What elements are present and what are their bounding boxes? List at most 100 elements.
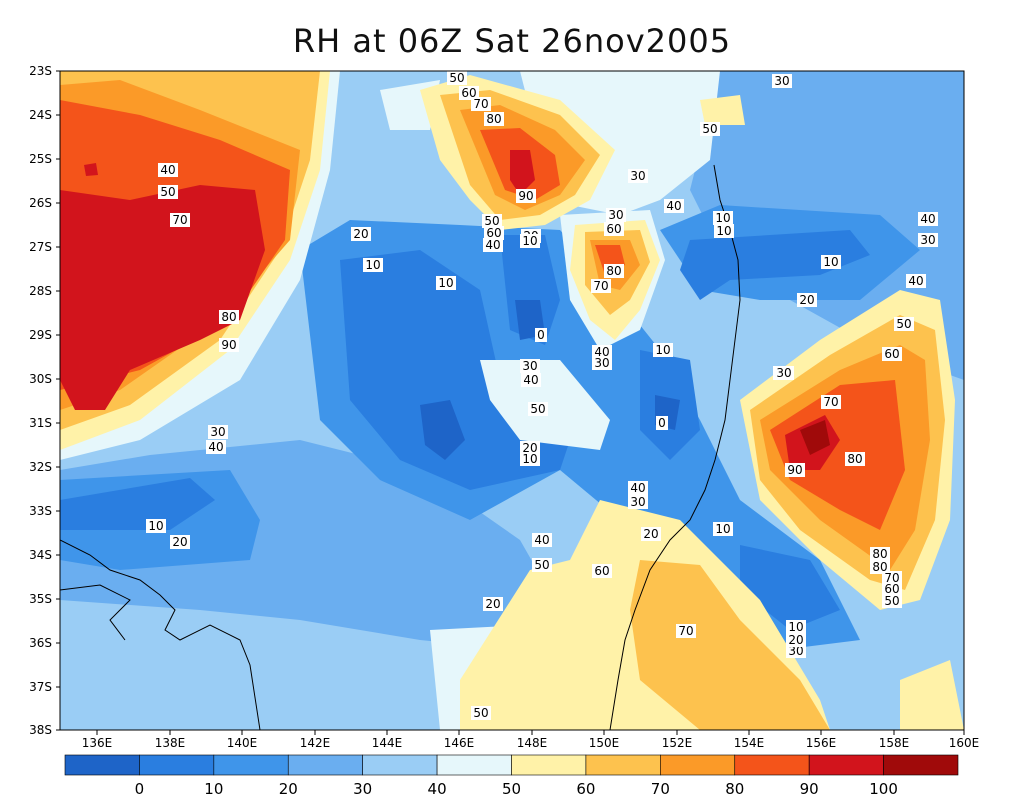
colorbar-swatch: [362, 754, 438, 776]
contour-label-bg: [821, 395, 841, 409]
contour-label-text: 50: [449, 71, 464, 85]
contour-label-bg: [146, 519, 166, 533]
contour-label-text: 30: [776, 366, 791, 380]
region-band-90: [510, 150, 535, 195]
contour-label-text: 0: [658, 416, 666, 430]
contour-label-bg: [714, 224, 734, 238]
contour-label: 20: [786, 633, 806, 647]
contour-label: 80: [484, 112, 504, 126]
contour-label: 50: [447, 71, 467, 85]
contour-label-bg: [628, 495, 648, 509]
contour-label-text: 30: [788, 644, 803, 658]
contour-label: 20: [351, 227, 371, 241]
lon-label: 152E: [662, 736, 693, 750]
coastline-path: [60, 584, 131, 641]
contour-label-text: 40: [920, 212, 935, 226]
contour-label-text: 30: [608, 208, 623, 222]
contour-label-bg: [520, 441, 540, 455]
region-band-90: [84, 163, 98, 176]
contour-label-bg: [532, 558, 552, 572]
contour-label-text: 30: [920, 233, 935, 247]
contour-label: 40: [206, 440, 226, 454]
contour-label: 70: [471, 97, 491, 111]
contour-label: 40: [592, 345, 612, 359]
contour-label-text: 70: [172, 213, 187, 227]
contour-label-text: 40: [208, 440, 223, 454]
contour-label-text: 40: [160, 163, 175, 177]
contour-label: 60: [459, 86, 479, 100]
coastline: [60, 164, 741, 730]
contour-label-bg: [520, 452, 540, 466]
contour-label-bg: [786, 620, 806, 634]
contour-label-text: 10: [716, 224, 731, 238]
lat-label: 33S: [29, 504, 52, 518]
contour-label-text: 80: [486, 112, 501, 126]
colorbar-swatch: [511, 754, 587, 776]
contour-label-bg: [821, 255, 841, 269]
contour-label-text: 70: [593, 279, 608, 293]
contour-label: 50: [894, 317, 914, 331]
lon-label: 136E: [82, 736, 113, 750]
contour-label: 90: [219, 338, 239, 352]
contour-label-text: 50: [484, 214, 499, 228]
contour-label: 10: [363, 258, 383, 272]
lat-label: 36S: [29, 636, 52, 650]
contour-label-bg: [894, 317, 914, 331]
contour-label-text: 40: [485, 238, 500, 252]
contour-label-text: 40: [594, 345, 609, 359]
contour-label: 80: [604, 264, 624, 278]
contour-label: 10: [653, 343, 673, 357]
region-band-80: [770, 380, 905, 530]
contour-label-bg: [656, 416, 668, 430]
contour-label-bg: [532, 533, 552, 547]
contour-label-text: 20: [643, 527, 658, 541]
contour-label: 10: [713, 211, 733, 225]
lon-label: 154E: [734, 736, 765, 750]
contour-label-text: 80: [872, 547, 887, 561]
contour-label: 90: [785, 463, 805, 477]
contour-label: 20: [520, 441, 540, 455]
contour-label: 40: [664, 199, 684, 213]
colorbar-label: 100: [869, 780, 898, 798]
contour-label: 20: [170, 535, 190, 549]
contour-label: 80: [845, 452, 865, 466]
contour-label-bg: [170, 535, 190, 549]
contour-label-text: 30: [594, 356, 609, 370]
map-title: RH at 06Z Sat 26nov2005: [292, 22, 732, 60]
contour-label-bg: [606, 208, 626, 222]
contour-label-bg: [641, 527, 661, 541]
contour-label-text: 20: [522, 441, 537, 455]
lat-label: 30S: [29, 372, 52, 386]
contour-label: 40: [532, 533, 552, 547]
contour-label: 10: [821, 255, 841, 269]
contour-label: 40: [918, 212, 938, 226]
contour-label-bg: [471, 97, 491, 111]
colorbar-label: 70: [651, 780, 670, 798]
contour-label: 60: [484, 226, 504, 240]
contour-label-bg: [676, 624, 696, 638]
contour-label: 30: [606, 208, 626, 222]
contour-label: 40: [158, 163, 178, 177]
contour-label-text: 10: [788, 620, 803, 634]
contour-label-bg: [484, 226, 504, 240]
contour-label-text: 0: [537, 328, 545, 342]
contour-label-text: 60: [884, 347, 899, 361]
contour-label-text: 10: [715, 211, 730, 225]
lat-label: 26S: [29, 196, 52, 210]
contour-label: 10: [786, 620, 806, 634]
longitude-axis: 136E 138E 140E 142E 144E 146E 148E 150E 152E 154E…: [82, 730, 979, 750]
contour-label-text: 60: [461, 86, 476, 100]
contour-label: 10: [714, 224, 734, 238]
contour-labels: 5060708090405070809030405060403020102010…: [146, 71, 938, 720]
contour-label-text: 70: [884, 571, 899, 585]
contour-label-bg: [918, 212, 938, 226]
contour-label-text: 80: [221, 310, 236, 324]
contour-label-text: 60: [606, 222, 621, 236]
contour-label-bg: [363, 258, 383, 272]
lat-label: 38S: [29, 723, 52, 737]
contour-label-bg: [882, 582, 902, 596]
filled-contours: [60, 71, 964, 730]
contour-label: 80: [219, 310, 239, 324]
contour-label: 30: [592, 356, 612, 370]
